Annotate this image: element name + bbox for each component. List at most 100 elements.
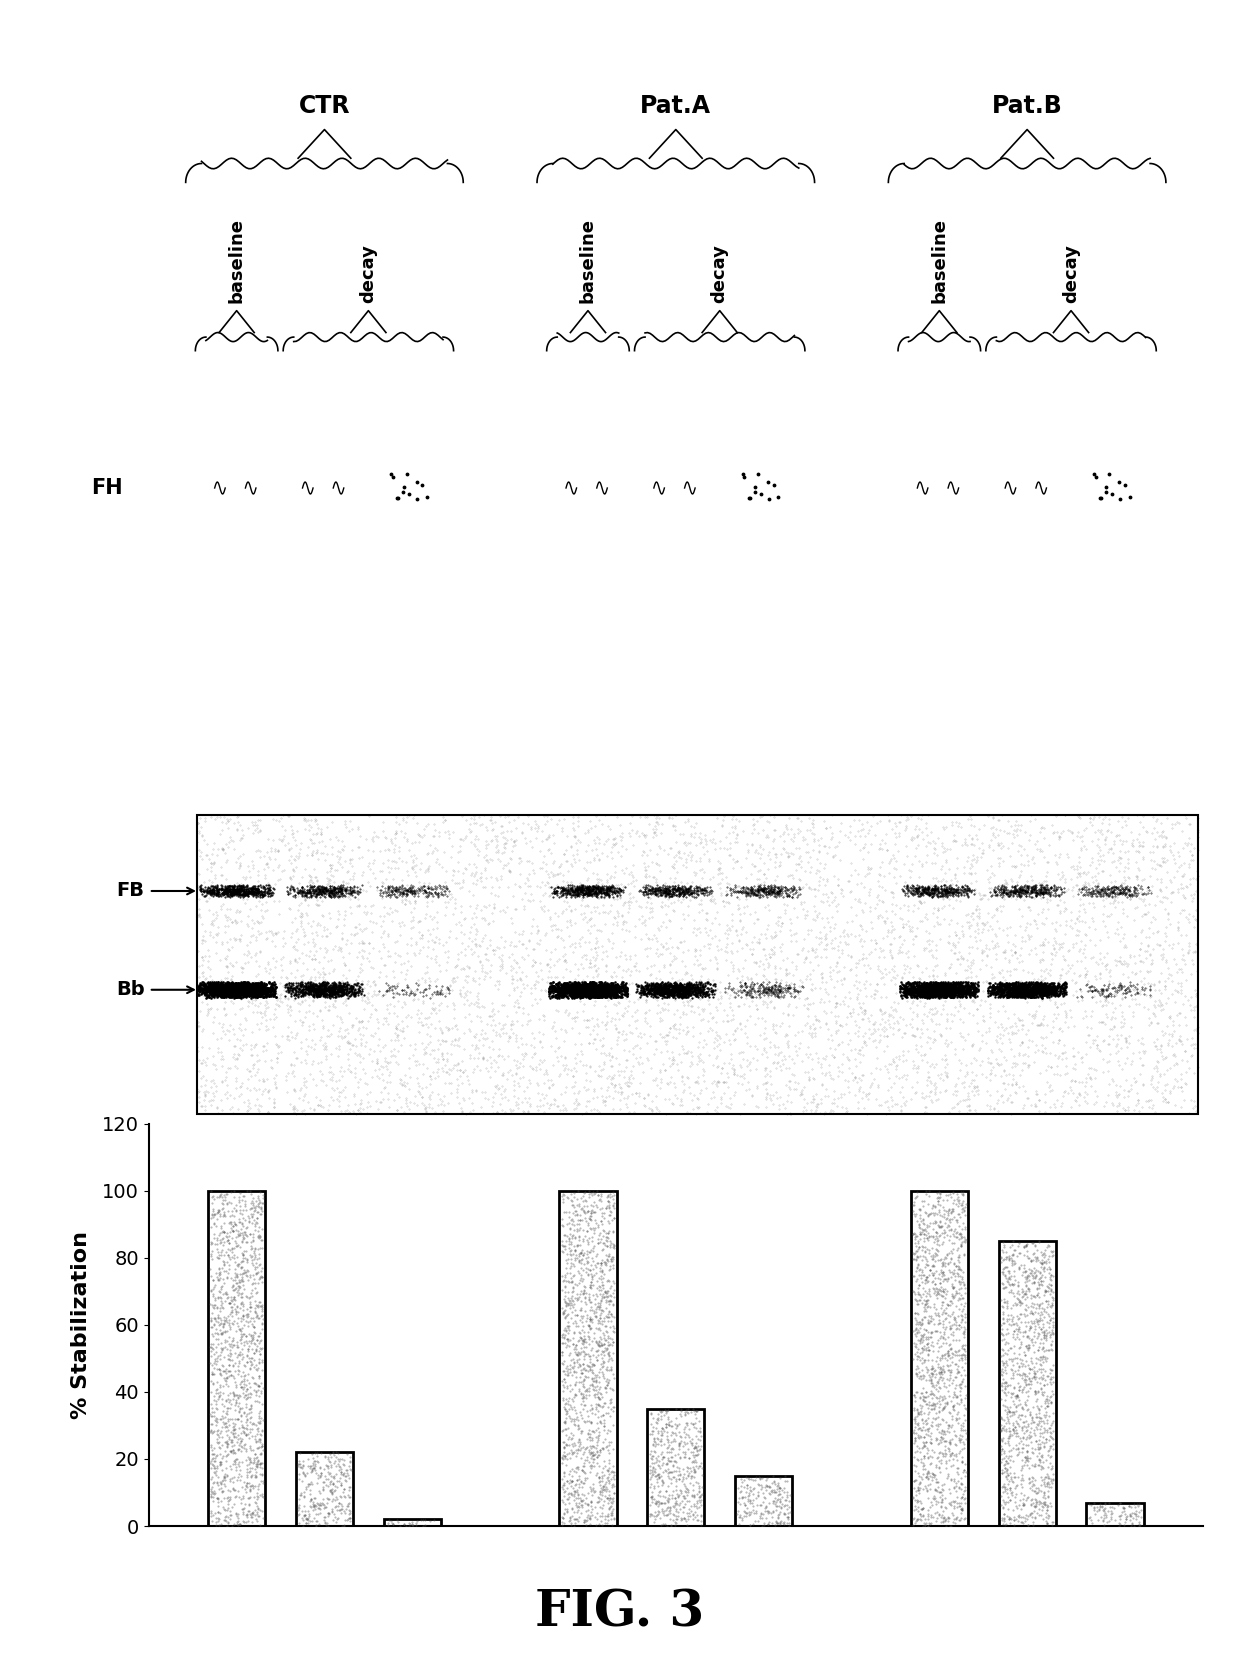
Point	[1118, 880, 1138, 907]
Point	[203, 983, 223, 1010]
Point	[909, 971, 929, 998]
Point	[236, 1221, 255, 1248]
Point	[263, 976, 283, 1003]
Point	[1004, 976, 1024, 1003]
Point	[241, 1244, 260, 1271]
Point	[1110, 948, 1130, 974]
Point	[372, 874, 392, 901]
Point	[931, 976, 951, 1003]
Point	[582, 1400, 601, 1427]
Point	[594, 879, 614, 906]
Point	[768, 875, 787, 902]
Point	[227, 973, 247, 999]
Point	[242, 981, 262, 1008]
Point	[956, 902, 976, 929]
Point	[590, 978, 610, 1005]
Point	[585, 1384, 605, 1410]
Point	[396, 875, 415, 902]
Point	[547, 971, 567, 998]
Point	[590, 1467, 610, 1494]
Point	[683, 1447, 703, 1474]
Point	[587, 865, 606, 892]
Point	[589, 845, 609, 872]
Point	[924, 1229, 944, 1256]
Point	[923, 979, 942, 1006]
Point	[935, 976, 955, 1003]
Point	[929, 973, 949, 999]
Point	[1043, 1430, 1063, 1457]
Point	[1039, 1233, 1059, 1259]
Point	[996, 973, 1016, 999]
Point	[309, 828, 329, 855]
Point	[1081, 1493, 1101, 1519]
Point	[872, 827, 892, 854]
Point	[1003, 1447, 1023, 1474]
Point	[1172, 936, 1192, 963]
Point	[569, 979, 589, 1006]
Point	[946, 1407, 966, 1434]
Point	[652, 969, 672, 996]
Point	[232, 1281, 252, 1308]
Point	[521, 1092, 541, 1119]
Point	[1049, 976, 1069, 1003]
Point	[936, 1026, 956, 1053]
Point	[1130, 885, 1149, 912]
Point	[585, 946, 605, 973]
Point	[934, 1261, 954, 1288]
Point	[937, 1390, 957, 1417]
Point	[1090, 1038, 1110, 1065]
Point	[615, 1070, 635, 1097]
Point	[644, 1432, 663, 1459]
Point	[384, 855, 404, 882]
Point	[226, 877, 246, 904]
Point	[319, 1499, 339, 1526]
Point	[929, 1278, 949, 1305]
Point	[743, 877, 763, 904]
Point	[304, 1095, 324, 1122]
Point	[935, 979, 955, 1006]
Point	[944, 1318, 963, 1345]
Point	[914, 1461, 934, 1487]
Point	[553, 1189, 573, 1216]
Point	[776, 812, 796, 838]
Point	[244, 1295, 264, 1321]
Point	[910, 1380, 930, 1407]
Point	[866, 1018, 885, 1045]
Point	[1080, 976, 1100, 1003]
Point	[848, 949, 868, 976]
Point	[967, 1082, 987, 1108]
Point	[983, 803, 1003, 830]
Point	[665, 875, 684, 902]
Point	[253, 976, 273, 1003]
Point	[1016, 877, 1035, 904]
Point	[920, 1283, 940, 1310]
Point	[1102, 879, 1122, 906]
Point	[1032, 1419, 1052, 1446]
Point	[951, 1367, 971, 1394]
Point	[472, 874, 492, 901]
Point	[691, 877, 711, 904]
Point	[301, 1486, 321, 1513]
Point	[312, 976, 332, 1003]
Point	[213, 1335, 233, 1362]
Point	[1016, 879, 1035, 906]
Point	[585, 953, 605, 979]
Point	[599, 1041, 619, 1068]
Point	[983, 964, 1003, 991]
Point	[921, 974, 941, 1001]
Point	[770, 904, 790, 931]
Point	[1034, 1239, 1054, 1266]
Point	[990, 879, 1009, 906]
Point	[327, 874, 347, 901]
Point	[213, 981, 233, 1008]
Point	[590, 973, 610, 999]
Point	[224, 877, 244, 904]
Point	[1017, 976, 1037, 1003]
Point	[732, 879, 751, 906]
Point	[996, 939, 1016, 966]
Point	[963, 979, 983, 1006]
Point	[223, 979, 243, 1006]
Point	[982, 916, 1002, 942]
Point	[567, 978, 587, 1005]
Point	[1054, 889, 1074, 916]
